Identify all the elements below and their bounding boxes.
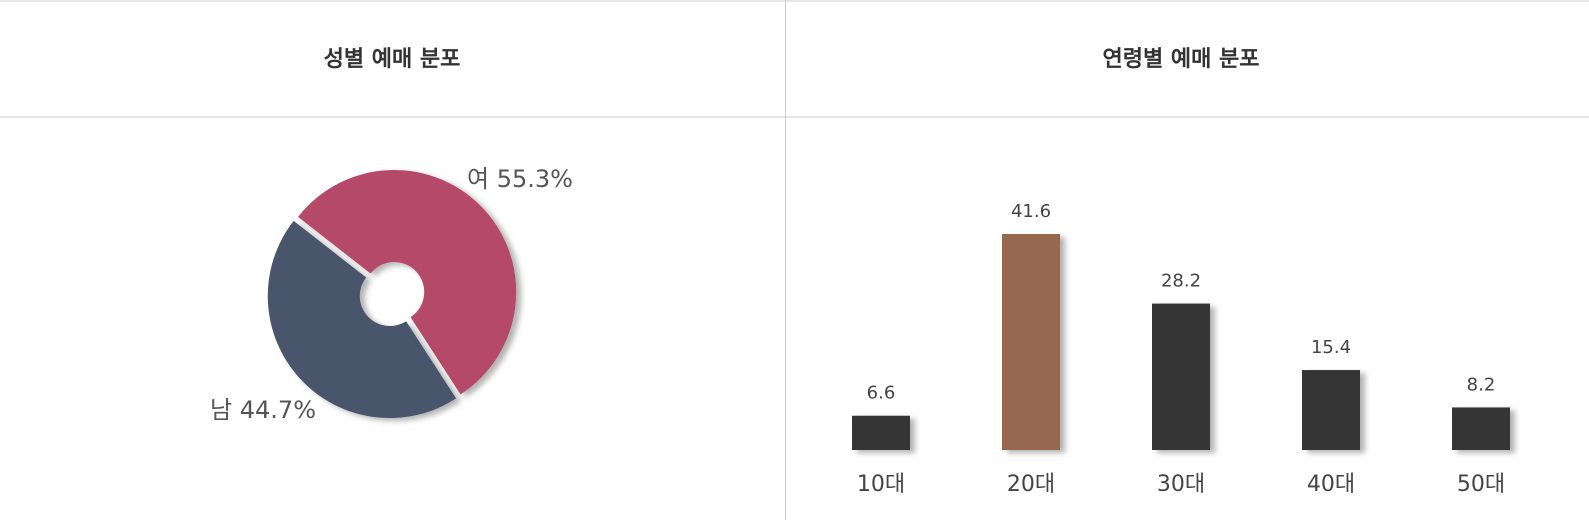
value-label: 8.2 <box>1467 374 1496 395</box>
bar <box>1452 407 1510 450</box>
bar <box>1002 234 1060 450</box>
x-tick-label: 20대 <box>1007 472 1055 497</box>
pie-slice <box>267 220 457 419</box>
pie-slice <box>298 169 517 395</box>
value-label: 41.6 <box>1011 201 1051 222</box>
value-label: 15.4 <box>1311 337 1351 358</box>
bar <box>1152 303 1210 450</box>
chart-title: 연령별 예매 분포 <box>1103 47 1260 72</box>
slice-label: 여 55.3% <box>467 165 573 193</box>
chart-title: 성별 예매 분포 <box>324 47 461 72</box>
bar <box>852 415 910 450</box>
value-label: 28.2 <box>1161 271 1201 292</box>
x-tick-label: 40대 <box>1307 472 1355 497</box>
value-label: 6.6 <box>867 383 896 404</box>
x-tick-label: 30대 <box>1157 472 1205 497</box>
x-tick-label: 10대 <box>857 472 905 497</box>
bar <box>1302 370 1360 450</box>
slice-label: 남 44.7% <box>210 396 316 424</box>
x-tick-label: 50대 <box>1457 472 1505 497</box>
